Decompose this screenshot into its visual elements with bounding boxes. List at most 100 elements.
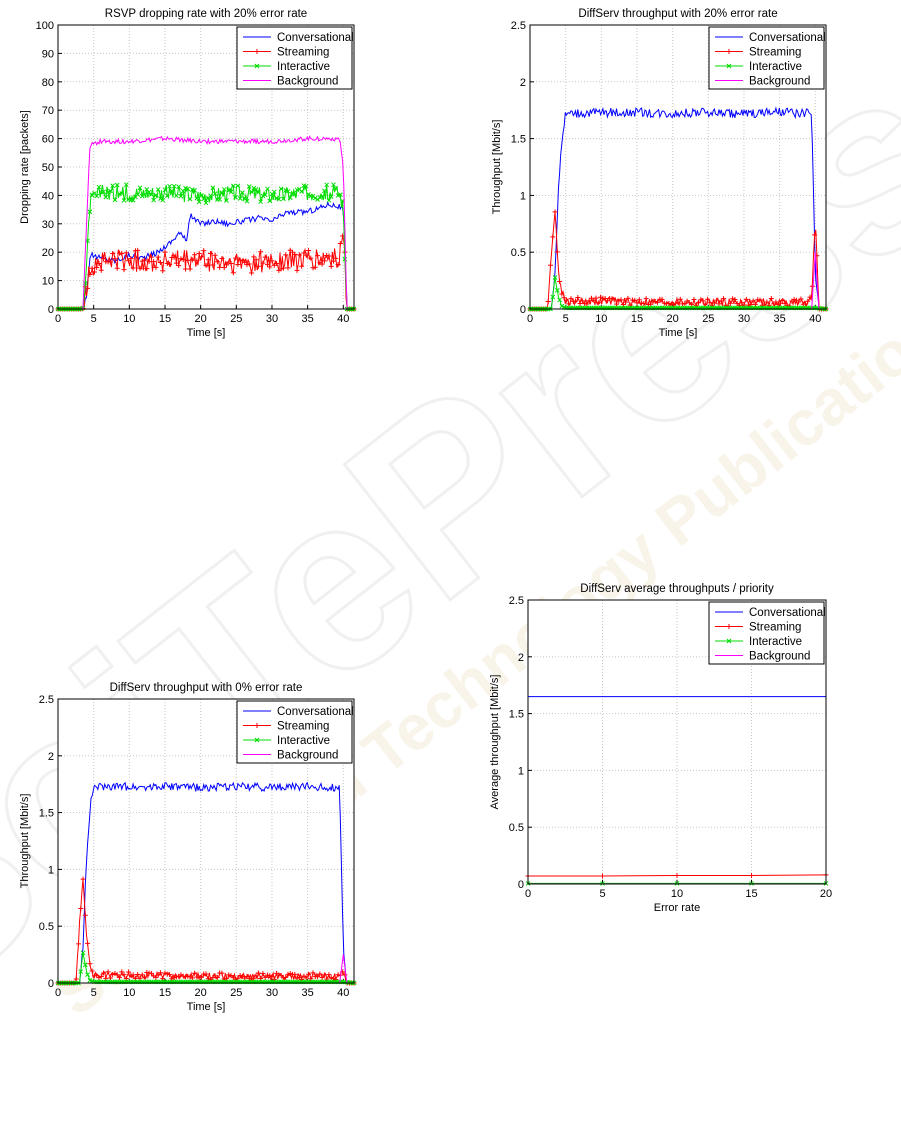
data-point-streaming: [164, 971, 170, 977]
data-point-streaming: [144, 266, 150, 272]
y-tick-label: 10: [42, 276, 54, 288]
data-point-streaming: [659, 296, 665, 302]
data-point-streaming: [269, 258, 275, 264]
x-tick-label: 30: [266, 987, 278, 999]
data-point-streaming: [151, 259, 157, 265]
data-point-streaming: [625, 295, 631, 301]
data-point-interactive: [251, 185, 257, 191]
data-point-streaming: [702, 301, 708, 307]
x-tick-label: 20: [195, 313, 207, 325]
data-point-streaming: [75, 941, 81, 947]
data-point-streaming: [328, 263, 334, 269]
data-point-interactive: [153, 192, 159, 198]
data-point-streaming: [634, 300, 640, 306]
data-point-streaming: [743, 296, 749, 302]
data-point-streaming: [132, 975, 138, 981]
y-tick-label: 2: [518, 652, 524, 664]
data-point-streaming: [105, 969, 111, 975]
data-point-streaming: [296, 252, 302, 258]
data-point-streaming: [271, 976, 277, 982]
data-point-streaming: [707, 300, 713, 306]
data-point-streaming: [333, 976, 339, 982]
data-point-interactive: [233, 194, 238, 200]
data-point-interactive: [199, 193, 204, 198]
data-point-streaming: [267, 973, 273, 979]
x-tick-label: 20: [820, 888, 832, 900]
axes-frame: [529, 24, 827, 310]
data-point-interactive: [108, 188, 113, 194]
data-point-streaming: [160, 268, 166, 274]
data-point-interactive: [176, 184, 182, 190]
data-point-streaming: [812, 232, 818, 238]
data-point-streaming: [632, 297, 638, 303]
data-point-streaming: [249, 976, 255, 982]
data-point-streaming: [741, 302, 747, 308]
legend-marker-interactive: [254, 737, 260, 743]
legend-marker-interactive: [726, 63, 732, 69]
data-point-streaming: [768, 295, 774, 301]
y-tick-label: 2.5: [39, 694, 54, 706]
data-point-interactive: [121, 198, 127, 203]
data-point-interactive: [130, 197, 136, 203]
data-point-streaming: [110, 250, 116, 256]
y-tick-label: 1: [48, 864, 54, 876]
data-point-streaming: [305, 971, 311, 977]
x-tick-label: 25: [230, 313, 242, 325]
data-point-streaming: [568, 296, 574, 302]
data-point-streaming: [221, 976, 227, 982]
data-point-streaming: [137, 265, 143, 271]
data-point-interactive: [82, 962, 88, 968]
y-tick-label: 1: [518, 765, 524, 777]
data-point-streaming: [267, 264, 273, 270]
data-point-streaming: [766, 302, 772, 308]
chart-title: DiffServ throughput with 20% error rate: [578, 8, 777, 20]
data-point-interactive: [212, 191, 218, 196]
y-tick-label: 0: [518, 879, 524, 891]
x-axis-label: Time [s]: [187, 327, 226, 339]
data-point-interactive: [267, 198, 273, 204]
data-point-streaming: [87, 961, 93, 967]
data-point-interactive: [123, 182, 129, 187]
data-point-streaming: [237, 973, 243, 979]
data-point-streaming: [342, 972, 348, 978]
data-point-streaming: [791, 296, 797, 302]
data-point-streaming: [203, 262, 209, 268]
data-point-streaming: [730, 296, 736, 302]
data-point-interactive: [306, 192, 311, 197]
data-point-streaming: [244, 262, 250, 268]
axes-frame: [57, 24, 355, 310]
data-point-streaming: [315, 253, 321, 259]
data-point-interactive: [114, 182, 120, 188]
data-point-interactive: [253, 187, 259, 192]
x-tick-label: 15: [159, 313, 171, 325]
data-point-streaming: [764, 299, 770, 305]
series-line-background: [58, 135, 354, 310]
legend-label-streaming: Streaming: [749, 47, 801, 59]
data-point-streaming: [333, 255, 339, 261]
legend-label-interactive: Interactive: [277, 735, 330, 747]
data-point-interactive: [87, 209, 93, 215]
data-point-streaming: [579, 298, 585, 304]
data-point-streaming: [144, 970, 150, 976]
data-point-streaming: [89, 968, 95, 974]
data-point-streaming: [798, 296, 804, 302]
data-point-interactive: [203, 200, 209, 206]
data-point-streaming: [264, 262, 270, 268]
y-axis-label: Dropping rate [packets]: [19, 110, 31, 224]
data-point-streaming: [203, 971, 209, 977]
data-point-streaming: [324, 253, 330, 259]
data-point-interactive: [151, 197, 156, 203]
data-point-streaming: [164, 261, 170, 267]
data-point-interactive: [342, 256, 348, 262]
data-point-interactive: [328, 194, 334, 199]
data-point-streaming: [331, 976, 337, 982]
y-tick-label: 1.5: [509, 709, 524, 721]
data-point-streaming: [677, 296, 683, 302]
data-point-interactive: [221, 187, 227, 192]
data-point-streaming: [185, 973, 191, 979]
data-point-streaming: [205, 976, 211, 982]
data-point-streaming: [183, 266, 189, 272]
chart-diffserv-throughput-20: 0 5 10 15 20 25 30 35 40 0 0.5 1 1.5 2 2.5 DiffServ thr…: [491, 8, 829, 339]
data-point-streaming: [230, 270, 236, 276]
data-point-interactive: [112, 197, 118, 203]
